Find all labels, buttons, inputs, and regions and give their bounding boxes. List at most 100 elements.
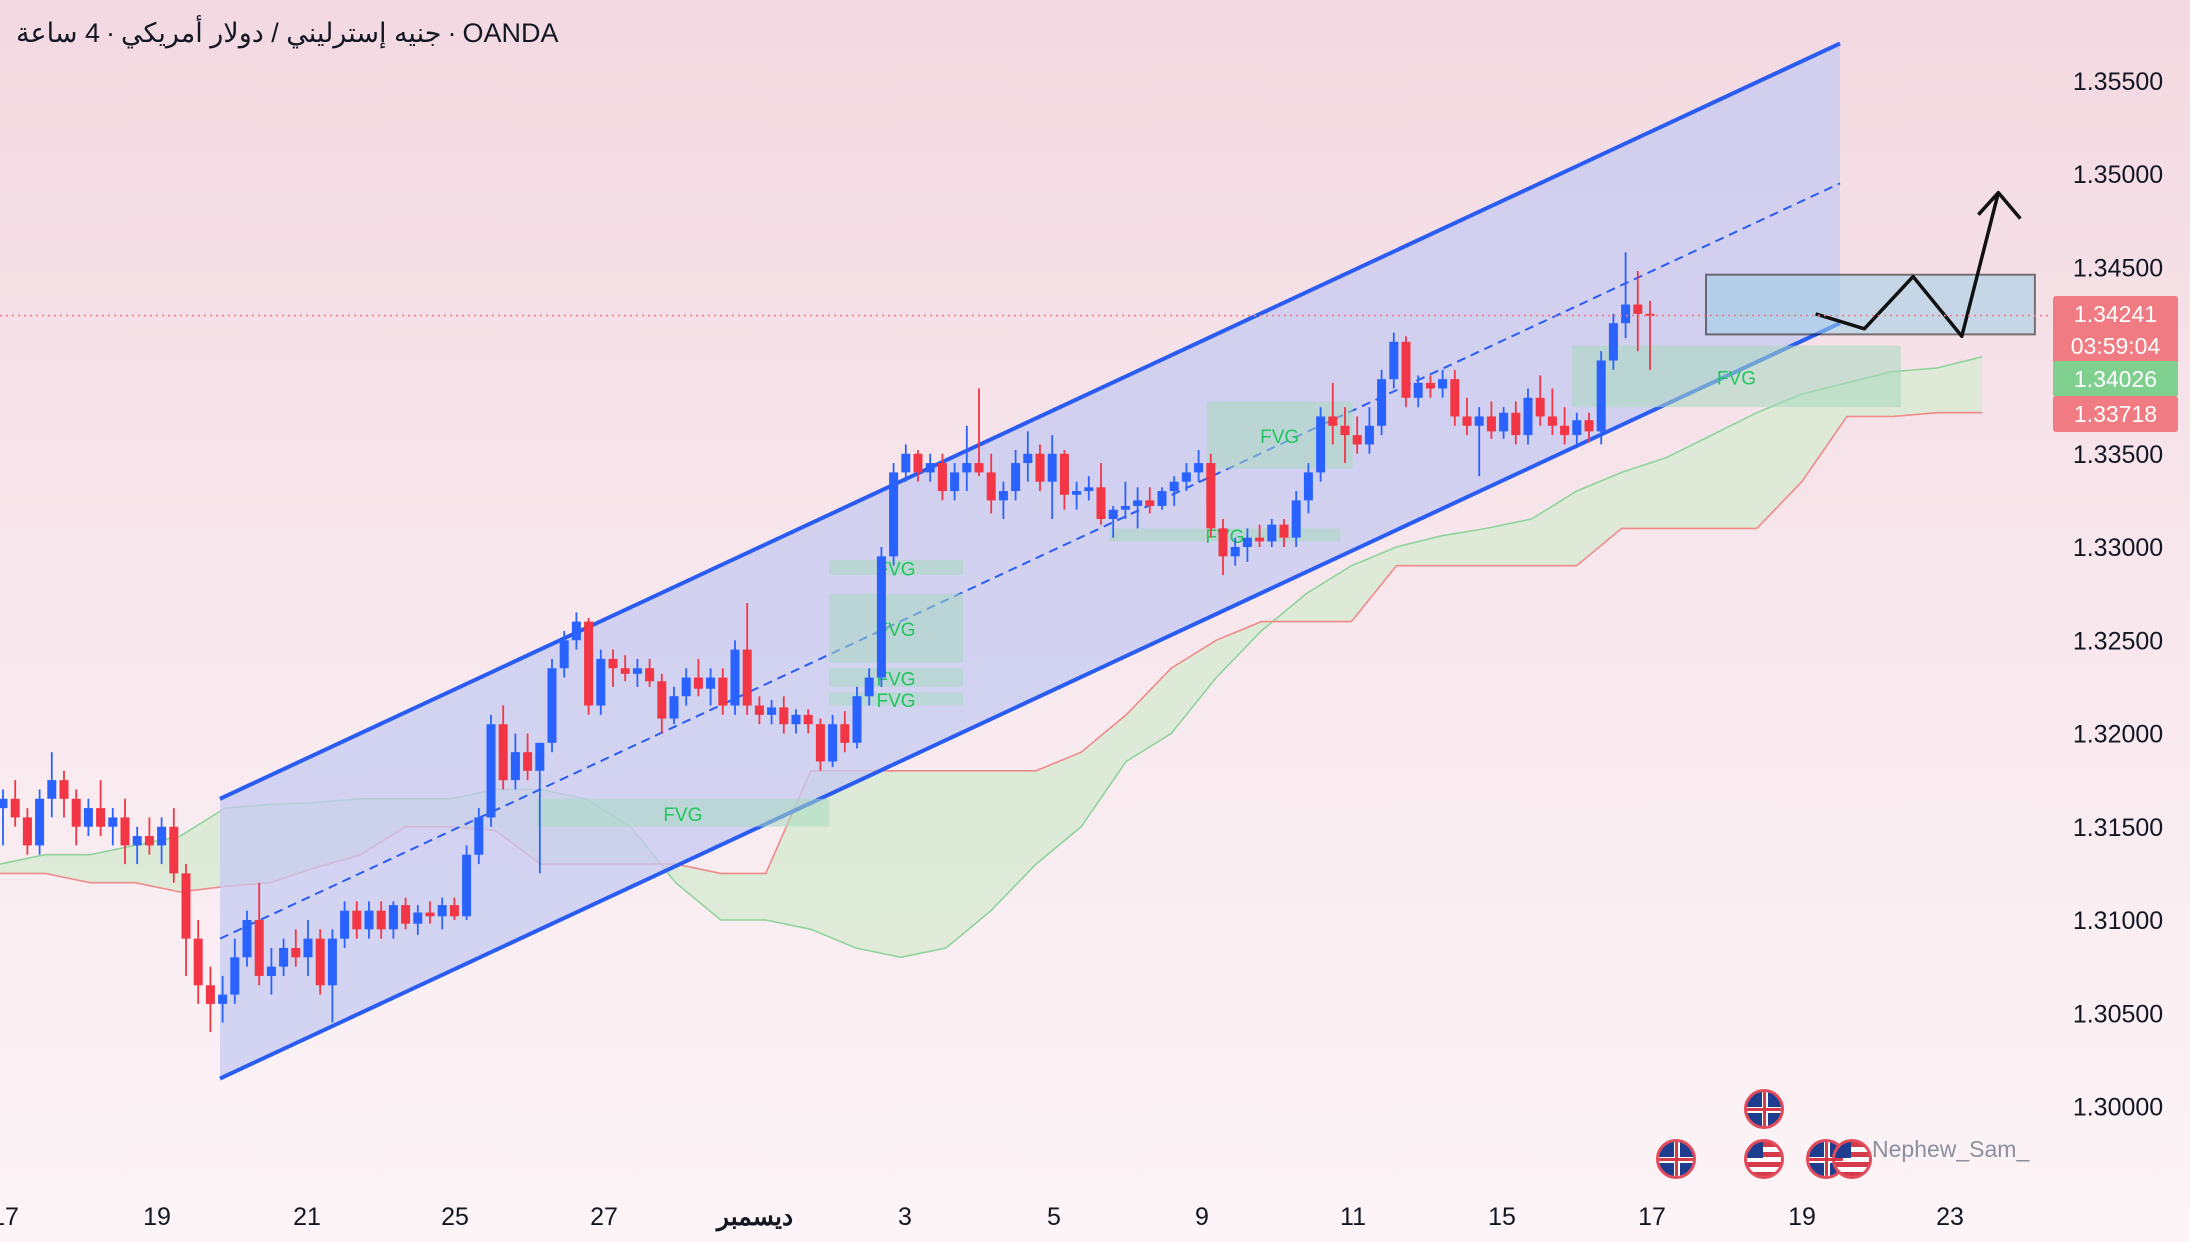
- resistance-rect[interactable]: [1705, 273, 2036, 336]
- candle-body: [632, 668, 642, 674]
- bullish-candle: [1072, 481, 1082, 510]
- candle-body: [1486, 416, 1496, 432]
- fvg-zone: [829, 560, 964, 575]
- fvg-zone: [829, 692, 964, 706]
- candle-body: [1242, 537, 1252, 547]
- bullish-candle: [1181, 463, 1191, 492]
- senkou-a-value: 1.34026: [2073, 365, 2158, 392]
- bullish-candle: [0, 789, 8, 846]
- candle-body: [96, 808, 106, 827]
- bullish-candle: [596, 649, 606, 715]
- bearish-candle: [1279, 519, 1289, 547]
- candle-body: [266, 966, 276, 976]
- bullish-candle: [1194, 450, 1204, 482]
- candle-body: [950, 472, 960, 492]
- bearish-candle: [144, 817, 154, 855]
- bearish-candle: [523, 733, 533, 781]
- candle-body: [1206, 463, 1216, 529]
- bullish-candle: [47, 752, 57, 818]
- projection-arrowhead[interactable]: [1977, 190, 2022, 220]
- bearish-candle: [1535, 375, 1545, 426]
- candle-body: [608, 658, 618, 669]
- bullish-candle: [83, 798, 93, 837]
- bullish-candle: [901, 444, 911, 482]
- candle-body: [669, 696, 679, 719]
- bullish-candle: [1608, 313, 1618, 370]
- candle-body: [425, 912, 435, 917]
- projection-line[interactable]: [1815, 192, 2001, 339]
- channel-upper-line[interactable]: [219, 41, 1841, 801]
- candle-body: [132, 836, 142, 846]
- candle-body: [925, 463, 935, 473]
- fvg-label: FVG: [876, 691, 915, 712]
- regression-channel[interactable]: [219, 41, 1841, 1081]
- gb-event-flag-icon[interactable]: [1744, 1089, 1784, 1129]
- bearish-candle: [693, 658, 703, 697]
- bearish-candle: [645, 658, 655, 687]
- time-axis[interactable]: 17 19 21 25 27 ديسمبر 3 5 9 11 15 17 19 23: [0, 1203, 1964, 1232]
- candle-body: [230, 957, 240, 995]
- bearish-candle: [10, 780, 20, 827]
- time-tick-label: 3: [898, 1203, 912, 1231]
- candle-body: [22, 817, 32, 846]
- bearish-candle: [1328, 382, 1338, 445]
- bearish-candle: [1633, 270, 1643, 352]
- candle-body: [742, 649, 752, 706]
- bullish-candle: [925, 453, 935, 482]
- bullish-candle: [864, 668, 874, 706]
- candle-body: [0, 798, 8, 809]
- resistance-box[interactable]: [1705, 273, 2036, 336]
- bullish-candle: [1316, 407, 1326, 482]
- bearish-candle: [584, 617, 594, 715]
- gb-event-flag-icon[interactable]: [1656, 1139, 1696, 1179]
- channel-lower-line[interactable]: [219, 321, 1841, 1081]
- bearish-candle: [376, 901, 386, 939]
- bearish-candle: [1035, 444, 1045, 492]
- bullish-candle: [1242, 528, 1252, 562]
- candle-body: [376, 910, 386, 930]
- current-price-tag: 1.34241: [2053, 296, 2178, 332]
- price-tick-label: 1.35500: [2073, 68, 2163, 96]
- bullish-candle: [791, 709, 801, 734]
- bullish-candle: [1438, 369, 1448, 398]
- candle-body: [1608, 323, 1618, 361]
- bullish-candle: [364, 901, 374, 939]
- senkou-a-price-tag: 1.34026: [2053, 361, 2178, 397]
- candle-body: [852, 696, 862, 743]
- price-tick-label: 1.30500: [2073, 1000, 2163, 1028]
- bearish-candle: [205, 966, 215, 1032]
- projection-path[interactable]: [1815, 190, 2022, 339]
- candle-body: [620, 668, 630, 674]
- price-tick-label: 1.34500: [2073, 254, 2163, 282]
- bearish-candle: [840, 711, 850, 753]
- candle-body: [498, 724, 508, 781]
- bullish-candle: [1389, 332, 1399, 389]
- price-tick-label: 1.32500: [2073, 627, 2163, 655]
- candle-body: [754, 705, 764, 715]
- bearish-candle: [986, 453, 996, 514]
- fvg-label: FVG: [876, 670, 915, 691]
- price-axis[interactable]: 1.355001.350001.345001.340001.335001.330…: [2073, 68, 2163, 1122]
- bullish-candle: [547, 658, 557, 753]
- bullish-candle: [706, 668, 716, 706]
- channel-mid-line[interactable]: [219, 182, 1841, 940]
- candle-body: [1621, 304, 1631, 324]
- candle-body: [486, 724, 496, 818]
- candle-body: [205, 985, 215, 1004]
- us-event-flag-icon[interactable]: [1744, 1139, 1784, 1179]
- candle-body: [1425, 382, 1435, 389]
- candle-body: [1572, 420, 1582, 436]
- bearish-candle: [498, 705, 508, 790]
- bearish-candle: [1206, 453, 1216, 538]
- bullish-candle: [1303, 463, 1313, 514]
- candle-body: [1364, 425, 1374, 445]
- candle-body: [1401, 341, 1411, 398]
- candle-body: [291, 947, 301, 958]
- bearish-candle: [1511, 401, 1521, 445]
- candle-body: [279, 947, 289, 967]
- bullish-candle: [889, 463, 899, 566]
- candle-body: [1181, 472, 1191, 482]
- candle-body: [815, 724, 825, 762]
- candle-body: [120, 817, 130, 846]
